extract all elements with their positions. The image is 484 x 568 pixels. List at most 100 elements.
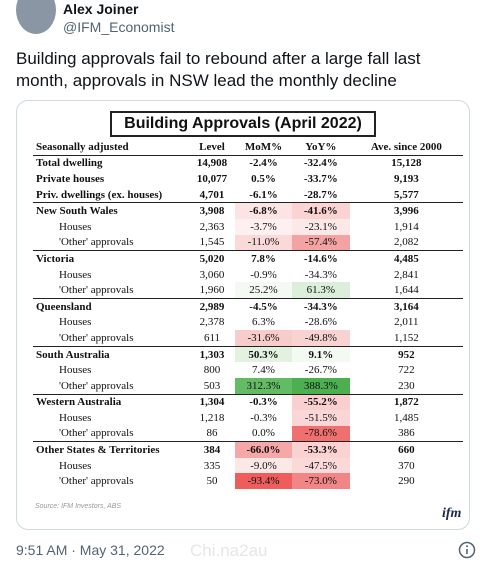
table-cell: -49.8% xyxy=(291,330,350,347)
table-row: Houses 1,218 -0.3% -51.5% 1,485 xyxy=(33,410,463,426)
table-cell: 388.3% xyxy=(291,377,350,394)
header-cell: MoM% xyxy=(235,139,292,156)
table-cell: 3,996 xyxy=(349,202,463,219)
table-cell: 'Other' approvals xyxy=(59,331,134,344)
table-cell: 86 xyxy=(206,427,218,440)
image-card[interactable]: Building Approvals (April 2022) Seasonal… xyxy=(16,100,470,530)
table-cell: -73.0% xyxy=(291,473,350,490)
table-cell: Houses xyxy=(59,459,92,472)
table-cell: 2,011 xyxy=(394,316,419,329)
info-icon[interactable] xyxy=(458,541,476,559)
table-cell: -47.5% xyxy=(291,457,350,474)
table-cell: 1,304 xyxy=(188,393,236,411)
table-cell: -28.6% xyxy=(304,316,337,329)
table-cell: 2,082 xyxy=(393,236,419,249)
table-cell: 50 xyxy=(206,475,218,488)
table-cell: -51.5% xyxy=(291,410,350,426)
table-cell: 2,378 xyxy=(199,316,225,329)
source-note: Source: IFM Investors, ABS xyxy=(35,503,122,510)
table-cell: 6.3% xyxy=(252,316,275,329)
table-row: Houses 2,378 6.3% -28.6% 2,011 xyxy=(33,315,463,331)
table-title: Building Approvals (April 2022) xyxy=(110,111,376,137)
watermark: Chi.na2au xyxy=(190,541,268,560)
table-row: Houses 3,060 -0.9% -34.3% 2,841 xyxy=(33,267,463,283)
table-cell: 2,841 xyxy=(393,268,419,281)
table-cell: 1,152 xyxy=(393,331,419,344)
table-cell: -33.7% xyxy=(303,172,338,185)
table-cell: 0.5% xyxy=(251,172,276,185)
table-cell: -0.3% xyxy=(250,411,277,424)
table-cell: 'Other' approvals xyxy=(59,236,134,249)
table-cell: -78.6% xyxy=(291,425,350,442)
table-cell: -0.3% xyxy=(235,393,292,411)
table-cell: -41.6% xyxy=(291,202,350,219)
table-cell: 'Other' approvals xyxy=(59,284,134,297)
table-row: Western Australia 1,304 -0.3% -55.2% 1,872 xyxy=(33,393,463,411)
timestamp[interactable]: 9:51 AM · May 31, 2022 xyxy=(16,542,165,558)
table-row: New South Wales 3,908 -6.8% -41.6% 3,996 xyxy=(33,202,463,219)
header-cell: Ave. since 2000 xyxy=(349,139,463,156)
table-cell: 3,060 xyxy=(199,268,225,281)
table-cell: Houses xyxy=(59,268,92,281)
table-cell: -26.7% xyxy=(304,364,337,377)
avatar[interactable] xyxy=(16,0,56,34)
table-row: Victoria 5,020 7.8% -14.6% 4,485 xyxy=(33,250,463,267)
table-cell: 1,545 xyxy=(199,236,225,249)
table-cell: -93.4% xyxy=(235,473,292,490)
table-row: Other States & Territories 384 -66.0% -53.3… xyxy=(33,441,463,458)
table-cell: 3,908 xyxy=(188,202,236,219)
table-row: 'Other' approvals 503 312.3% 388.3% 230 xyxy=(33,377,463,394)
table-cell: 952 xyxy=(349,345,463,363)
table-cell: Queensland xyxy=(33,297,189,315)
table-cell: 25.2% xyxy=(235,282,292,299)
header-cell: Level xyxy=(188,139,236,156)
table-row: South Australia 1,303 50.3% 9.1% 952 xyxy=(33,345,463,363)
table-cell: 7.4% xyxy=(252,364,275,377)
table-cell: Western Australia xyxy=(33,393,189,411)
table-cell: 5,020 xyxy=(188,250,236,267)
table-row: Houses 2,363 -3.7% -23.1% 1,914 xyxy=(33,218,463,235)
header-cell: Seasonally adjusted xyxy=(33,139,189,156)
table-cell: Private houses xyxy=(36,172,105,185)
table-cell: Total dwelling xyxy=(36,157,103,170)
table-row: Total dwelling 14,908 -2.4% -32.4% 15,128 xyxy=(33,155,463,171)
author-name[interactable]: Alex Joiner xyxy=(63,1,139,17)
table-row: 'Other' approvals 50 -93.4% -73.0% 290 xyxy=(33,473,463,490)
table-cell: 503 xyxy=(203,379,221,392)
table-cell: 1,218 xyxy=(199,411,225,424)
table-cell: -23.1% xyxy=(291,218,350,235)
table-cell: -9.0% xyxy=(235,457,292,474)
table-cell: 1,960 xyxy=(199,284,225,297)
table-cell: 7.8% xyxy=(235,250,292,267)
table-cell: -14.6% xyxy=(291,250,350,267)
table-cell: 0.0% xyxy=(252,427,275,440)
table-row: 'Other' approvals 1,960 25.2% 61.3% 1,644 xyxy=(33,282,463,299)
table-cell: 611 xyxy=(203,331,221,344)
table-cell: -11.0% xyxy=(235,234,292,251)
table-cell: 2,363 xyxy=(199,220,225,233)
table-cell: Victoria xyxy=(33,250,189,267)
table-cell: -6.1% xyxy=(249,188,278,201)
tweet-text: Building approvals fail to rebound after… xyxy=(16,49,421,90)
table-cell: 9,193 xyxy=(393,172,419,185)
logo: ifm xyxy=(442,506,462,521)
table-cell: 'Other' approvals xyxy=(59,379,134,392)
table-cell: 'Other' approvals xyxy=(59,427,134,440)
table-cell: 370 xyxy=(398,459,415,472)
approvals-table: Seasonally adjusted Level MoM% YoY% Ave. sin… xyxy=(33,139,463,490)
table-row: Houses 335 -9.0% -47.5% 370 xyxy=(33,457,463,474)
table-cell: -55.2% xyxy=(291,393,350,411)
table-cell: 660 xyxy=(349,441,463,458)
table-cell: -3.7% xyxy=(235,218,292,235)
table-cell: 1,303 xyxy=(188,345,236,363)
table-cell: -53.3% xyxy=(291,441,350,458)
table-cell: 2,989 xyxy=(188,297,236,315)
table-cell: Houses xyxy=(59,411,92,424)
author-handle[interactable]: @IFM_Economist xyxy=(63,19,175,35)
table-cell: 14,908 xyxy=(196,157,228,170)
table-cell: -2.4% xyxy=(249,157,278,170)
table-cell: -34.3% xyxy=(291,297,350,315)
table-cell: 1,485 xyxy=(393,411,419,424)
